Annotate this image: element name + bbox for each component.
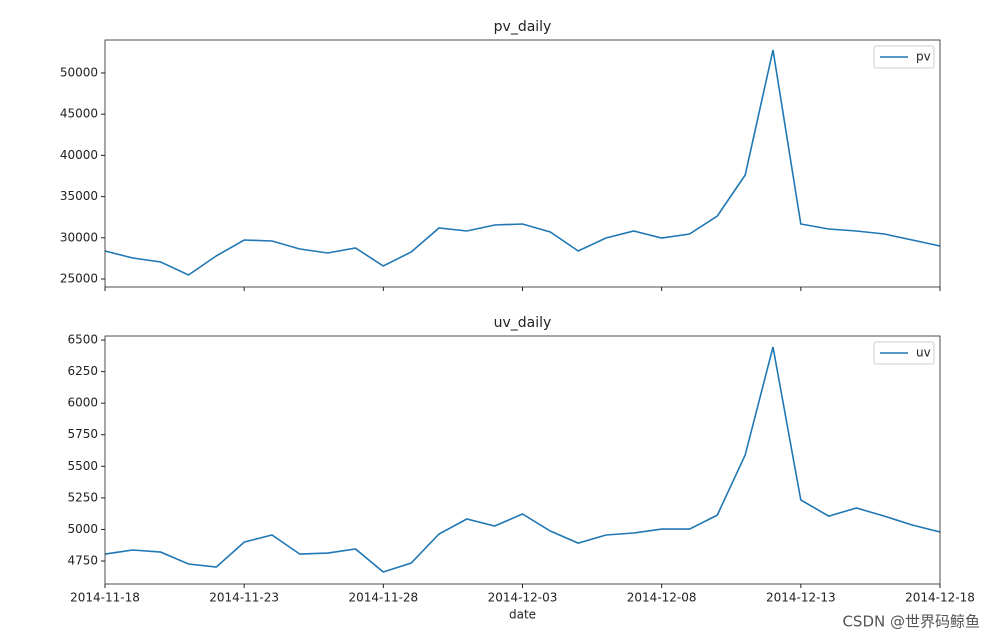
y-tick-label: 5250 xyxy=(67,490,98,504)
x-tick-label: 2014-12-03 xyxy=(488,591,558,605)
x-tick-label: 2014-12-18 xyxy=(905,591,975,605)
legend-label: uv xyxy=(916,346,931,360)
y-tick-label: 40000 xyxy=(60,148,98,162)
x-tick-label: 2014-11-18 xyxy=(70,591,140,605)
x-tick-label: 2014-11-28 xyxy=(348,591,418,605)
plot-frame xyxy=(104,39,941,288)
x-axis-label: date xyxy=(509,608,536,622)
y-tick-label: 6500 xyxy=(67,333,98,347)
y-tick-label: 4750 xyxy=(67,554,98,568)
plot-frame xyxy=(104,335,941,585)
x-tick-label: 2014-11-23 xyxy=(209,591,279,605)
y-tick-label: 5500 xyxy=(67,459,98,473)
legend-label: pv xyxy=(916,50,931,64)
y-tick-label: 6250 xyxy=(67,364,98,378)
chart-title: uv_daily xyxy=(494,315,552,331)
x-tick-label: 2014-12-08 xyxy=(627,591,697,605)
y-tick-label: 50000 xyxy=(60,65,98,79)
watermark: CSDN @世界码鲸鱼 xyxy=(842,613,980,631)
y-tick-label: 25000 xyxy=(60,272,98,286)
line xyxy=(104,346,941,573)
x-tick-label: 2014-12-13 xyxy=(766,591,836,605)
y-tick-label: 30000 xyxy=(60,230,98,244)
y-tick-label: 45000 xyxy=(60,107,98,121)
y-tick-label: 5750 xyxy=(67,427,98,441)
chart-title: pv_daily xyxy=(494,19,552,35)
y-tick-label: 5000 xyxy=(67,522,98,536)
line xyxy=(104,49,941,276)
y-tick-label: 6000 xyxy=(67,396,98,410)
y-tick-label: 35000 xyxy=(60,189,98,203)
